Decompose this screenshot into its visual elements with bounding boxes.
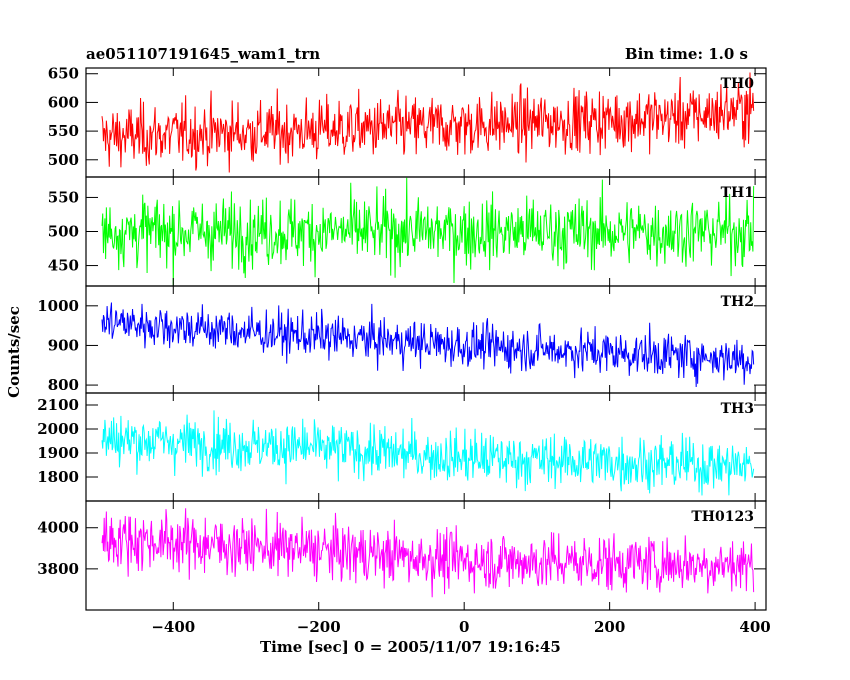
- y-tick-label: 2000: [37, 420, 79, 438]
- x-tick-label: −200: [297, 618, 341, 636]
- x-tick-label: 200: [594, 618, 625, 636]
- x-tick-label: −400: [151, 618, 195, 636]
- y-tick-label: 1800: [37, 468, 79, 486]
- y-tick-label: 500: [48, 223, 79, 241]
- y-tick-label: 1900: [37, 444, 79, 462]
- panel-label-th0: TH0: [721, 76, 755, 92]
- series-th2: [101, 302, 755, 387]
- bin-time-label: Bin time: 1.0 s: [624, 45, 748, 63]
- y-tick-label: 650: [48, 65, 79, 83]
- x-axis-label: Time [sec] 0 = 2005/11/07 19:16:45: [260, 638, 561, 656]
- panel-frame-th0123: [85, 500, 767, 611]
- y-tick-label: 4000: [37, 519, 79, 537]
- y-tick-label: 900: [48, 336, 79, 354]
- chart-title: ae051107191645_wam1_trn: [86, 45, 321, 63]
- y-tick-label: 500: [48, 151, 79, 169]
- panel-label-th3: TH3: [721, 401, 754, 417]
- panel-label-th0123: TH0123: [691, 509, 754, 525]
- y-axis-label: Counts/sec: [5, 306, 23, 398]
- y-tick-label: 600: [48, 93, 79, 111]
- y-tick-label: 550: [48, 188, 79, 206]
- x-tick-label: 0: [459, 618, 469, 636]
- y-tick-label: 450: [48, 257, 79, 275]
- panel-label-th1: TH1: [721, 185, 754, 201]
- series-th3: [101, 410, 755, 496]
- series-th0123: [101, 508, 755, 598]
- y-tick-label: 2100: [37, 396, 79, 414]
- series-th1: [101, 177, 755, 286]
- y-tick-label: 800: [48, 376, 79, 394]
- series-th0: [101, 72, 755, 173]
- x-tick-label: 400: [739, 618, 770, 636]
- panel-label-th2: TH2: [721, 294, 754, 310]
- y-tick-label: 3800: [37, 560, 79, 578]
- y-tick-label: 550: [48, 122, 79, 140]
- y-tick-label: 1000: [37, 297, 79, 315]
